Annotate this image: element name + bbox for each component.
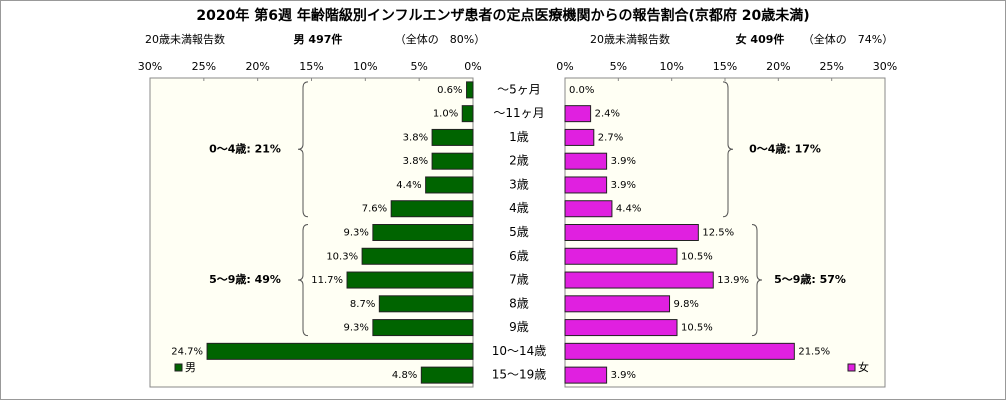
value-label: 10.5% [681,251,713,262]
bar [431,128,474,146]
value-label: 3.9% [611,156,636,167]
brace [751,224,763,337]
value-label: 12.5% [702,228,734,239]
category-label: ～5ヶ月 [497,82,541,96]
bar [564,128,595,146]
value-label: 13.9% [717,275,749,286]
share-label: （全体の 74%） [803,32,893,46]
x-tick-label: 20% [245,60,269,73]
legend-swatch [174,363,183,372]
value-label: 24.7% [171,346,203,357]
legend-label: 女 [858,360,869,374]
brace [722,81,734,218]
category-label: ～11ヶ月 [493,106,544,120]
bar [361,247,474,265]
bar [564,105,592,123]
category-label: 5歳 [509,225,529,239]
x-tick-label: 20% [766,60,790,73]
x-tick-label: 0% [464,60,481,73]
total-label: 女 409件 [736,32,785,46]
x-tick-label: 25% [192,60,216,73]
annotation: 0～4歳: 17% [749,141,821,155]
bar [564,152,608,170]
x-tick-label: 30% [138,60,162,73]
bar [378,295,474,313]
value-label: 11.7% [311,275,343,286]
legend-swatch [847,363,856,372]
total-label: 男 497件 [294,32,343,46]
bar [346,271,474,289]
x-tick-label: 0% [556,60,573,73]
bar [466,81,474,99]
value-label: 8.7% [350,299,375,310]
brace [297,81,309,218]
category-label: 4歳 [509,201,529,215]
category-label: 3歳 [509,177,529,191]
category-label: 9歳 [509,320,529,334]
x-tick-label: 10% [659,60,683,73]
count-label: 20歳未満報告数 [145,33,225,46]
x-tick-label: 5% [410,60,427,73]
category-label: 6歳 [509,249,529,263]
value-label: 4.4% [616,204,641,215]
category-label: 15～19歳 [492,368,547,382]
category-label: 7歳 [509,273,529,287]
bar [461,105,474,123]
bar [564,271,714,289]
annotation: 0～4歳: 21% [209,141,281,155]
value-label: 2.7% [598,132,623,143]
value-label: 9.8% [674,299,699,310]
value-label: 9.3% [343,228,368,239]
value-label: 3.8% [403,156,428,167]
x-tick-label: 15% [299,60,323,73]
bar [390,200,474,218]
value-label: 3.9% [611,180,636,191]
share-label: （全体の 80%） [395,32,485,46]
value-label: 7.6% [362,204,387,215]
count-label: 20歳未満報告数 [590,33,670,46]
x-tick-label: 5% [610,60,627,73]
value-label: 10.3% [326,251,358,262]
category-label: 8歳 [509,296,529,310]
value-label: 21.5% [798,346,830,357]
value-label: 0.6% [437,85,462,96]
value-label: 10.5% [681,323,713,334]
bar [564,295,671,313]
brace [297,224,309,337]
x-tick-label: 10% [353,60,377,73]
bar [564,319,678,337]
chart-title: 2020年 第6週 年齢階級別インフルエンザ患者の定点医療機関からの報告割合(京… [196,7,809,24]
category-label: 10～14歳 [492,344,547,358]
bar [420,366,474,384]
value-label: 4.8% [392,370,417,381]
bar [425,176,474,194]
bar [564,200,613,218]
annotation: 5～9歳: 57% [774,272,846,286]
category-label: 1歳 [509,130,529,144]
bar [372,319,474,337]
bar [431,152,474,170]
value-label: 1.0% [433,109,458,120]
x-tick-label: 30% [873,60,897,73]
category-label: 2歳 [509,154,529,168]
bar [564,247,678,265]
value-label: 4.4% [396,180,421,191]
bar [564,342,795,360]
bar [564,366,608,384]
value-label: 2.4% [595,109,620,120]
legend-label: 男 [185,361,196,374]
x-tick-label: 15% [713,60,737,73]
annotation: 5～9歳: 49% [209,272,281,286]
value-label: 3.8% [403,132,428,143]
value-label: 9.3% [343,323,368,334]
bar [564,224,699,241]
bar [564,176,608,194]
bar [206,342,474,360]
bar [372,224,474,241]
x-tick-label: 25% [819,60,843,73]
value-label: 0.0% [569,85,594,96]
value-label: 3.9% [611,370,636,381]
